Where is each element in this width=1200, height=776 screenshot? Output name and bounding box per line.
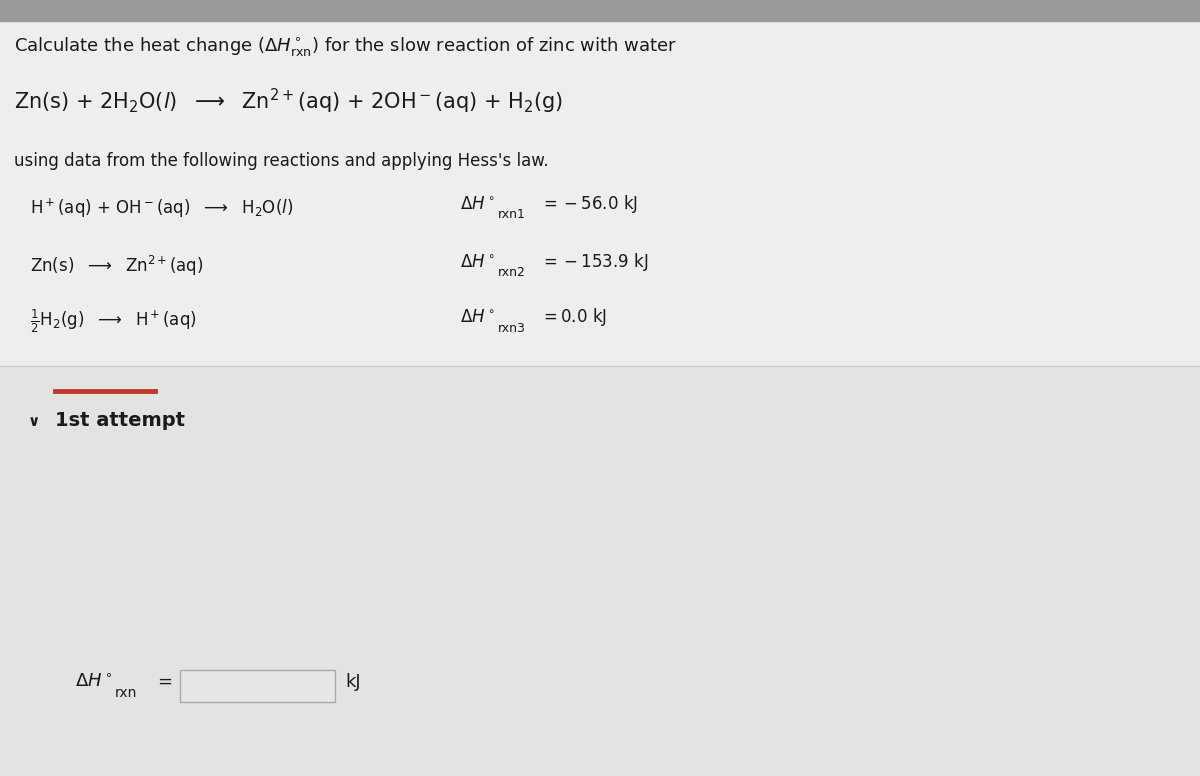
Text: $= -153.9\ \mathrm{kJ}$: $= -153.9\ \mathrm{kJ}$ (540, 251, 649, 273)
FancyBboxPatch shape (180, 670, 335, 702)
Text: using data from the following reactions and applying Hess's law.: using data from the following reactions … (14, 152, 548, 170)
Text: $\frac{1}{2}$H$_2$(g)  $\longrightarrow$  H$^+$(aq): $\frac{1}{2}$H$_2$(g) $\longrightarrow$ … (30, 307, 197, 334)
Text: $= 0.0\ \mathrm{kJ}$: $= 0.0\ \mathrm{kJ}$ (540, 306, 607, 328)
Text: rxn3: rxn3 (498, 321, 526, 334)
Text: $\Delta H^\circ$: $\Delta H^\circ$ (460, 195, 494, 213)
Text: 1st attempt: 1st attempt (55, 411, 185, 431)
Text: H$^+$(aq) + OH$^-$(aq)  $\longrightarrow$  H$_2$O($l$): H$^+$(aq) + OH$^-$(aq) $\longrightarrow$… (30, 196, 293, 220)
Text: rxn1: rxn1 (498, 209, 526, 221)
Text: ∨: ∨ (28, 414, 41, 428)
Text: kJ: kJ (346, 673, 361, 691)
Text: $\Delta H^\circ$: $\Delta H^\circ$ (460, 308, 494, 326)
Bar (0, 366, 1200, 776)
Text: $\Delta H^\circ$: $\Delta H^\circ$ (74, 673, 113, 691)
Text: rxn2: rxn2 (498, 266, 526, 279)
Text: =: = (157, 673, 172, 691)
Text: rxn: rxn (115, 686, 137, 700)
Text: Calculate the heat change ($\Delta H^\circ_{\mathrm{rxn}}$) for the slow reactio: Calculate the heat change ($\Delta H^\ci… (14, 34, 677, 57)
Text: Zn(s)  $\longrightarrow$  Zn$^{2+}$(aq): Zn(s) $\longrightarrow$ Zn$^{2+}$(aq) (30, 254, 204, 278)
Bar (0, 21, 1200, 366)
Text: Zn(s) + 2H$_2$O($l$)  $\longrightarrow$  Zn$^{2+}$(aq) + 2OH$^-$(aq) + H$_2$(g): Zn(s) + 2H$_2$O($l$) $\longrightarrow$ Z… (14, 86, 563, 116)
Bar (0, 0, 1200, 21)
Text: $= -56.0\ \mathrm{kJ}$: $= -56.0\ \mathrm{kJ}$ (540, 193, 638, 215)
Text: $\Delta H^\circ$: $\Delta H^\circ$ (460, 253, 494, 271)
